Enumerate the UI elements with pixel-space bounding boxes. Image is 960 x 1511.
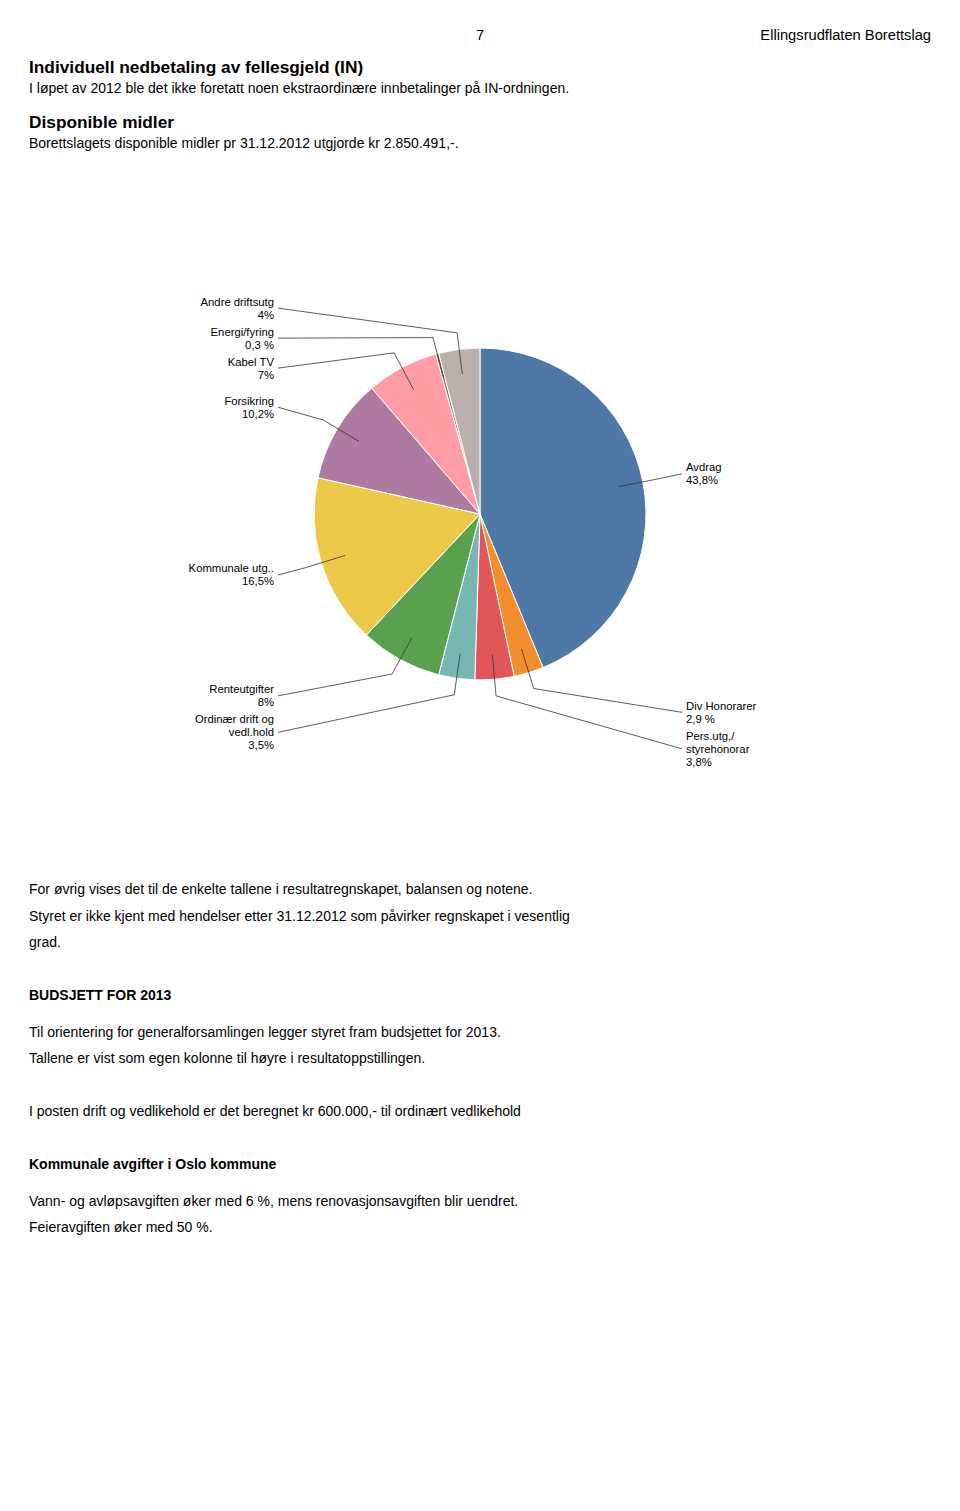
leader-line	[492, 655, 682, 749]
pie-chart: Avdrag43,8% Div Honorarer2,9 % Pers.utg,/s…	[189, 296, 757, 768]
paragraph-line: I løpet av 2012 ble det ikke foretatt no…	[29, 80, 569, 96]
slice-label-line: Renteutgifter	[209, 683, 274, 695]
slice-label-line: 16,5%	[242, 575, 274, 587]
slice-label: Kommunale utg..16,5%	[189, 562, 274, 587]
heading: Kommunale avgifter i Oslo kommune	[29, 1156, 277, 1172]
page-header: Ellingsrudflaten Borettslag	[760, 27, 931, 43]
slice-label-line: 2,9 %	[686, 713, 715, 725]
pie-slice	[475, 514, 514, 680]
slice-label-line: Forsikring	[224, 395, 274, 407]
pie-slice	[439, 348, 480, 514]
slice-label-line: Pers.utg,/	[686, 730, 735, 742]
slice-label: Ordinær drift ogvedl.hold3,5%	[195, 713, 274, 751]
slice-label-line: 7%	[258, 369, 274, 381]
paragraph-line: Borettslagets disponible midler pr 31.12…	[29, 135, 459, 151]
paragraph-line: Til orientering for generalforsamlingen …	[29, 1024, 501, 1040]
slice-label: Div Honorarer2,9 %	[686, 700, 757, 725]
slice-label: Pers.utg,/styrehonorar3,8%	[686, 730, 750, 768]
leader-lines	[278, 308, 682, 749]
slice-label: Forsikring10,2%	[224, 395, 274, 420]
page: 7 Ellingsrudflaten Borettslag Individuell …	[0, 0, 960, 1511]
leader-line	[278, 353, 414, 390]
heading: Individuell nedbetaling av fellesgjeld (…	[29, 57, 363, 77]
slice-label-line: Andre driftsutg	[201, 296, 274, 308]
paragraph-line: Vann- og avløpsavgiften øker med 6 %, me…	[29, 1193, 518, 1209]
slice-label: Kabel TV7%	[228, 356, 275, 381]
slices	[314, 348, 646, 680]
slice-label-line: Kommunale utg..	[189, 562, 274, 574]
slice-label: Avdrag43,8%	[686, 461, 722, 486]
leader-line	[278, 654, 460, 733]
leader-line	[278, 555, 345, 575]
slice-label-line: 10,2%	[242, 408, 274, 420]
leader-line	[278, 338, 444, 378]
slice-label-line: 8%	[258, 696, 274, 708]
page-number: 7	[476, 27, 484, 43]
slice-label-line: Div Honorarer	[686, 700, 757, 712]
slice-label: Energi/fyring0,3 %	[211, 326, 274, 351]
paragraph-line: For øvrig vises det til de enkelte talle…	[29, 881, 533, 897]
slice-label-line: Avdrag	[686, 461, 722, 473]
slice-label-line: 0,3 %	[245, 339, 274, 351]
leader-line	[278, 407, 359, 441]
slice-label-line: Energi/fyring	[211, 326, 274, 338]
paragraph-line: I posten drift og vedlikehold er det ber…	[29, 1103, 521, 1119]
slice-label-line: 3,8%	[686, 756, 712, 768]
slice-label-line: Kabel TV	[228, 356, 275, 368]
leader-line	[521, 649, 682, 712]
leader-line	[618, 474, 682, 487]
paragraph-line: Feieravgiften øker med 50 %.	[29, 1219, 213, 1235]
slice-label-line: vedl.hold	[229, 726, 274, 738]
slice-label: Andre driftsutg4%	[201, 296, 274, 321]
paragraph-line: Tallene er vist som egen kolonne til høy…	[29, 1050, 425, 1066]
heading: Disponible midler	[29, 112, 174, 132]
slice-labels: Avdrag43,8% Div Honorarer2,9 % Pers.utg,/s…	[189, 296, 757, 768]
slice-label-line: styrehonorar	[686, 743, 750, 755]
leader-line	[278, 638, 412, 696]
slice-label-line: 43,8%	[686, 474, 718, 486]
paragraph-line: grad.	[29, 934, 61, 950]
paragraph-line: Styret er ikke kjent med hendelser etter…	[29, 908, 570, 924]
heading: BUDSJETT FOR 2013	[29, 987, 172, 1003]
slice-label-line: 4%	[258, 309, 274, 321]
slice-label: Renteutgifter8%	[209, 683, 274, 708]
leader-line	[278, 308, 462, 374]
slice-label-line: Ordinær drift og	[195, 713, 274, 725]
slice-label-line: 3,5%	[248, 739, 274, 751]
